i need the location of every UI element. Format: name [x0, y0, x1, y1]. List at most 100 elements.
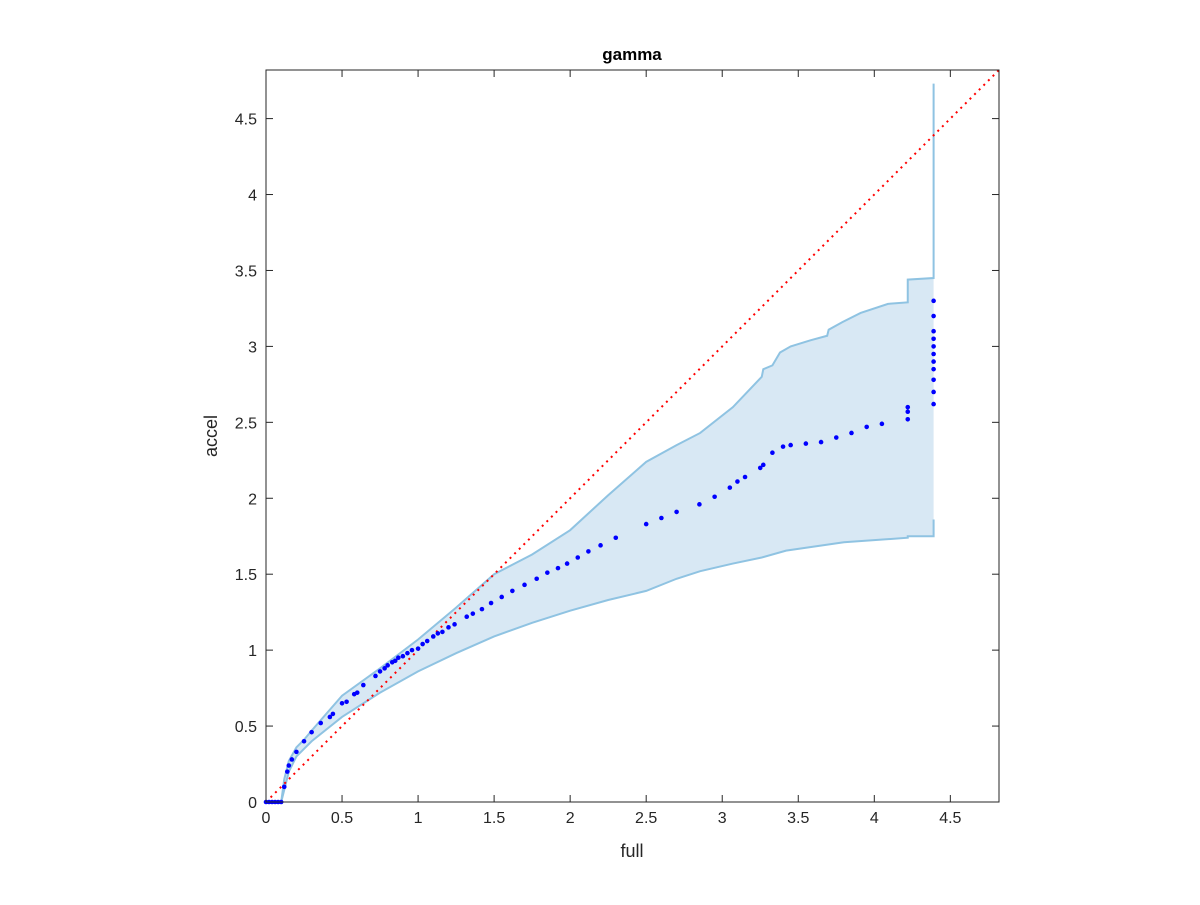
x-tick-label: 3.5 — [787, 810, 809, 827]
data-point — [555, 565, 561, 571]
data-point — [392, 658, 398, 664]
data-point — [788, 442, 793, 448]
data-point — [284, 769, 290, 774]
x-tick-label: 1 — [414, 810, 423, 827]
data-point — [760, 462, 766, 468]
data-point — [470, 611, 476, 616]
data-point — [373, 673, 378, 679]
band-lower-edge — [280, 519, 935, 803]
data-point — [864, 424, 869, 430]
data-point — [488, 600, 494, 606]
data-point — [905, 404, 911, 410]
data-point — [545, 570, 550, 575]
data-point — [400, 653, 406, 659]
data-point — [712, 494, 717, 500]
data-point — [727, 485, 733, 490]
data-point — [598, 543, 603, 548]
data-point — [931, 298, 936, 304]
data-point — [339, 700, 345, 706]
data-point — [405, 650, 410, 656]
y-tick-label: 0 — [248, 795, 257, 812]
data-point — [586, 549, 591, 554]
data-point — [564, 561, 570, 566]
data-point — [318, 720, 324, 726]
x-tick-label: 0.5 — [331, 810, 353, 827]
data-point — [510, 588, 515, 594]
x-tick-label: 4.5 — [939, 810, 961, 827]
data-point — [780, 444, 786, 449]
data-point — [499, 594, 505, 600]
data-point — [377, 669, 383, 674]
band-fill — [281, 83, 934, 803]
y-tick-label: 2 — [248, 491, 257, 508]
data-point — [931, 344, 936, 349]
data-point — [396, 655, 401, 661]
data-point — [757, 465, 763, 471]
data-point — [330, 711, 336, 717]
y-tick-label: 3 — [248, 339, 257, 356]
x-tick-label: 2.5 — [635, 810, 657, 827]
data-point — [420, 641, 425, 647]
axes-box — [265, 69, 1000, 803]
data-point — [479, 606, 485, 612]
y-tick-label: 3.5 — [235, 263, 257, 280]
data-point — [424, 638, 430, 644]
data-point — [344, 699, 349, 705]
data-point — [879, 421, 885, 427]
data-point — [905, 409, 911, 415]
confidence-band — [280, 83, 935, 803]
data-point — [742, 474, 748, 480]
data-point — [849, 430, 854, 436]
data-point — [452, 622, 457, 627]
data-point — [309, 729, 314, 735]
data-point — [361, 682, 366, 688]
y-tick-label: 1 — [248, 643, 257, 660]
data-point — [327, 714, 333, 720]
data-point — [803, 441, 809, 446]
data-point — [770, 450, 775, 456]
data-point — [385, 663, 390, 668]
data-point — [435, 631, 441, 636]
data-point — [674, 509, 679, 515]
data-point — [931, 336, 936, 342]
data-point — [613, 535, 619, 541]
data-point — [931, 328, 936, 334]
data-point — [931, 401, 936, 407]
data-point — [697, 502, 702, 507]
data-point — [931, 389, 936, 395]
data-point — [446, 625, 451, 630]
data-point — [931, 377, 936, 383]
data-point — [931, 359, 936, 364]
data-point — [575, 555, 581, 560]
data-point — [289, 757, 295, 762]
x-tick-label: 2 — [566, 810, 575, 827]
y-tick-label: 0.5 — [235, 719, 257, 736]
x-tick-label: 3 — [718, 810, 727, 827]
data-point — [818, 439, 824, 445]
data-point — [430, 634, 436, 639]
data-point — [286, 763, 292, 768]
data-point — [534, 576, 539, 582]
band-upper-edge — [280, 83, 935, 803]
x-tick-label: 1.5 — [483, 810, 505, 827]
y-tick-label: 4 — [248, 188, 257, 205]
y-tick-label: 4.5 — [235, 112, 257, 129]
y-tick-label: 1.5 — [235, 567, 257, 584]
axis-ticks: 0 0.5 1 1.5 2 2.5 3 3.5 4 4.5 0 0.5 1 1.5 2 2.5 3 3.5 4 4.5 — [235, 70, 999, 827]
data-point — [931, 313, 936, 319]
data-point — [415, 646, 421, 651]
y-tick-label: 2.5 — [235, 415, 257, 432]
chart-title: gamma — [602, 45, 662, 64]
data-point — [659, 515, 664, 521]
data-point — [931, 351, 936, 357]
data-point — [735, 479, 740, 484]
data-point — [464, 614, 470, 620]
data-point — [354, 690, 360, 695]
data-point — [643, 521, 649, 527]
data-point — [440, 629, 445, 635]
data-point — [905, 416, 911, 422]
data-points — [263, 298, 936, 805]
data-point — [301, 738, 307, 744]
x-axis-label: full — [620, 841, 643, 861]
